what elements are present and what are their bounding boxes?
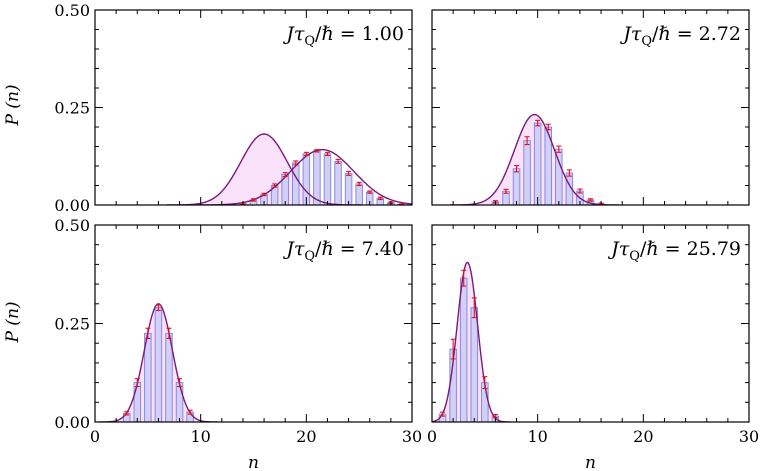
error-bar [367, 190, 373, 194]
error-bar [145, 327, 151, 340]
error-bar [261, 192, 267, 197]
panel-annotation: JτQ/ℏ = 25.79 [607, 238, 741, 264]
x-axis-label: n [248, 453, 259, 471]
panels: 0.000.250.50P (n)JτQ/ℏ = 1.00 JτQ/ℏ = 2.7… [3, 1, 759, 471]
x-tick-label: 10 [190, 427, 210, 446]
y-tick-label: 0.00 [54, 196, 90, 215]
gaussian-curve [189, 148, 412, 205]
bar [512, 168, 521, 205]
bar [154, 307, 163, 422]
bar [344, 172, 353, 205]
error-bar [134, 378, 140, 388]
error-bar [335, 158, 341, 164]
error-bar [293, 160, 299, 166]
error-bar [377, 196, 383, 201]
chart-panel-top-right: JτQ/ℏ = 2.72 [431, 9, 750, 206]
error-bar [346, 170, 352, 176]
plot-area [432, 261, 511, 422]
error-bar [556, 145, 562, 153]
y-tick-label: 0.50 [54, 1, 90, 20]
error-bar [324, 151, 330, 157]
y-axis-label: P (n) [3, 84, 23, 126]
bar [523, 140, 531, 205]
plot-area [99, 303, 218, 422]
annotation-value: /ℏ = 25.79 [640, 238, 741, 260]
error-bar [577, 188, 583, 194]
bar [313, 150, 321, 205]
panel-annotation: JτQ/ℏ = 1.00 [282, 23, 404, 49]
error-bar [588, 198, 593, 202]
annotation-subscript: Q [304, 34, 315, 49]
y-tick-label: 0.25 [54, 99, 90, 118]
gaussian-curve [450, 113, 619, 205]
chart-panel-bottom-left: 0.00 0.25 0.50 0 10 20 30 n P (n) JτQ/ℏ = 7.40 [3, 216, 422, 471]
gaussian-curve [166, 133, 362, 205]
error-bar [272, 183, 278, 188]
error-bar [482, 376, 488, 390]
error-bar [503, 188, 509, 194]
error-bar [566, 169, 572, 177]
error-bar [514, 165, 520, 173]
error-bar [535, 119, 541, 127]
plot-area [450, 113, 619, 205]
gaussian-curve [432, 261, 511, 422]
y-tick-label: 0.00 [54, 413, 90, 432]
chart-panel-top-left: 0.00 0.25 0.50 P (n) JτQ/ℏ = 1.00 [3, 1, 413, 215]
bar [470, 307, 479, 422]
bar [175, 382, 184, 422]
annotation-subscript: Q [629, 249, 640, 264]
error-bar [492, 413, 498, 419]
error-bar [461, 269, 467, 287]
bar [459, 277, 468, 422]
x-tick-label: 20 [296, 427, 316, 446]
bar [533, 122, 542, 205]
annotation-symbol: Jτ [282, 23, 305, 45]
x-tick-label: 0 [427, 427, 437, 446]
y-axis-label: P (n) [3, 301, 23, 343]
y-tick-label: 0.25 [54, 315, 90, 334]
x-tick-label: 0 [90, 427, 100, 446]
error-bar [545, 123, 551, 131]
gaussian-curve [99, 303, 218, 422]
error-bar [303, 151, 309, 157]
x-tick-label: 20 [633, 427, 653, 446]
panel-annotation: JτQ/ℏ = 2.72 [619, 23, 741, 49]
chart-panel-bottom-right: 0 10 20 30 n JτQ/ℏ = 25.79 [427, 224, 759, 471]
bar [133, 382, 142, 422]
x-tick-label: 30 [739, 427, 759, 446]
panel-annotation: JτQ/ℏ = 7.40 [282, 238, 404, 264]
annotation-value: /ℏ = 2.72 [652, 23, 741, 45]
error-bar [251, 198, 256, 202]
error-bar [471, 297, 477, 319]
bar [555, 148, 563, 205]
error-bar [282, 172, 288, 178]
error-bar [155, 304, 161, 312]
annotation-symbol: Jτ [282, 238, 305, 260]
error-bar [177, 378, 183, 388]
annotation-symbol: Jτ [619, 23, 642, 45]
annotation-symbol: Jτ [607, 238, 630, 260]
annotation-value: /ℏ = 1.00 [315, 23, 404, 45]
error-bar [166, 327, 172, 340]
x-axis-label: n [585, 453, 596, 471]
x-tick-label: 10 [527, 427, 547, 446]
error-bar [356, 181, 362, 187]
error-bar [524, 136, 530, 146]
annotation-subscript: Q [641, 34, 652, 49]
error-bar [124, 411, 130, 416]
plot-area [166, 133, 412, 205]
error-bar [187, 409, 193, 415]
error-bar [440, 411, 446, 417]
y-tick-label: 0.50 [54, 216, 90, 235]
annotation-value: /ℏ = 7.40 [315, 238, 404, 260]
bar [355, 183, 363, 205]
bar [323, 153, 332, 205]
x-tick-label: 30 [402, 427, 422, 446]
annotation-subscript: Q [304, 249, 315, 264]
gaussian-shade [166, 134, 362, 205]
error-bar [314, 149, 320, 153]
error-bar [450, 338, 456, 360]
bar [334, 160, 342, 205]
